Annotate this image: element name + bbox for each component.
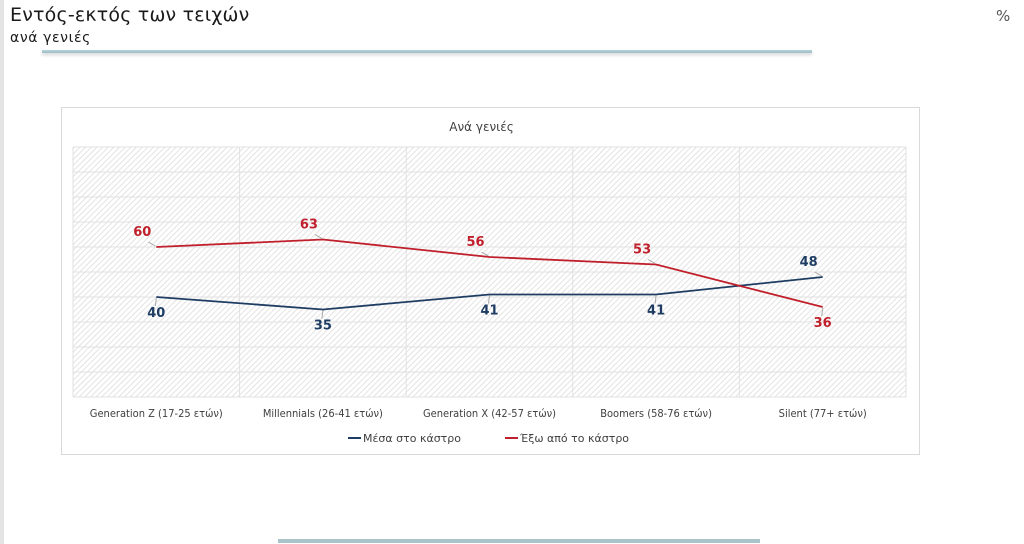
data-labels: 40 35 41 41 48 60 63 56 53 36 (133, 218, 831, 334)
gridlines (72, 146, 907, 398)
legend-label-outside: Έξω από το κάστρο (519, 432, 629, 445)
series-line-outside (156, 238, 823, 308)
data-label-outside: 53 (633, 243, 651, 258)
data-label-inside: 41 (480, 304, 498, 319)
leader-line (321, 310, 324, 319)
data-label-outside: 63 (300, 218, 318, 233)
leader-line (154, 297, 157, 307)
leader-line (814, 271, 822, 277)
x-tick-label: Millennials (26-41 ετών) (263, 407, 383, 420)
leader-line (647, 259, 656, 264)
page-subtitle: ανά γενιές (10, 30, 91, 46)
legend: Μέσα στο κάστρο Έξω από το κάστρο (348, 432, 629, 445)
leader-line (314, 234, 323, 239)
x-tick-label: Generation X (42-57 ετών) (423, 407, 556, 420)
data-label-outside: 36 (814, 316, 832, 331)
chart-container: Ανά γενιές 40 35 41 41 48 60 63 56 53 36 Generati… (61, 107, 920, 455)
data-label-outside: 60 (133, 225, 151, 240)
leader-line (654, 295, 657, 304)
page-left-border (0, 0, 4, 544)
leader-line (821, 307, 824, 317)
series-lines (156, 238, 823, 311)
data-label-inside: 35 (314, 319, 332, 334)
unit-label: % (996, 7, 1011, 25)
title-divider (42, 50, 812, 53)
data-label-outside: 56 (466, 235, 484, 250)
chart-title: Ανά γενιές (449, 120, 514, 134)
series-line-inside (156, 276, 823, 311)
line-chart: Ανά γενιές 40 35 41 41 48 60 63 56 53 36 Generati… (72, 120, 907, 445)
x-tick-label: Silent (77+ ετών) (779, 407, 867, 420)
leader-line (488, 295, 490, 304)
x-axis-ticks: Generation Z (17-25 ετών) Millennials (26… (90, 407, 867, 420)
data-label-inside: 41 (647, 304, 665, 319)
legend-label-inside: Μέσα στο κάστρο (363, 432, 461, 445)
page-title: Εντός-εκτός των τειχών (10, 4, 250, 26)
footer-divider (278, 539, 760, 543)
leader-line (148, 241, 156, 247)
data-label-inside: 48 (800, 255, 818, 270)
x-tick-label: Generation Z (17-25 ετών) (90, 407, 223, 420)
x-tick-label: Boomers (58-76 ετών) (600, 407, 712, 420)
leader-line (481, 251, 489, 257)
data-label-inside: 40 (147, 306, 165, 321)
